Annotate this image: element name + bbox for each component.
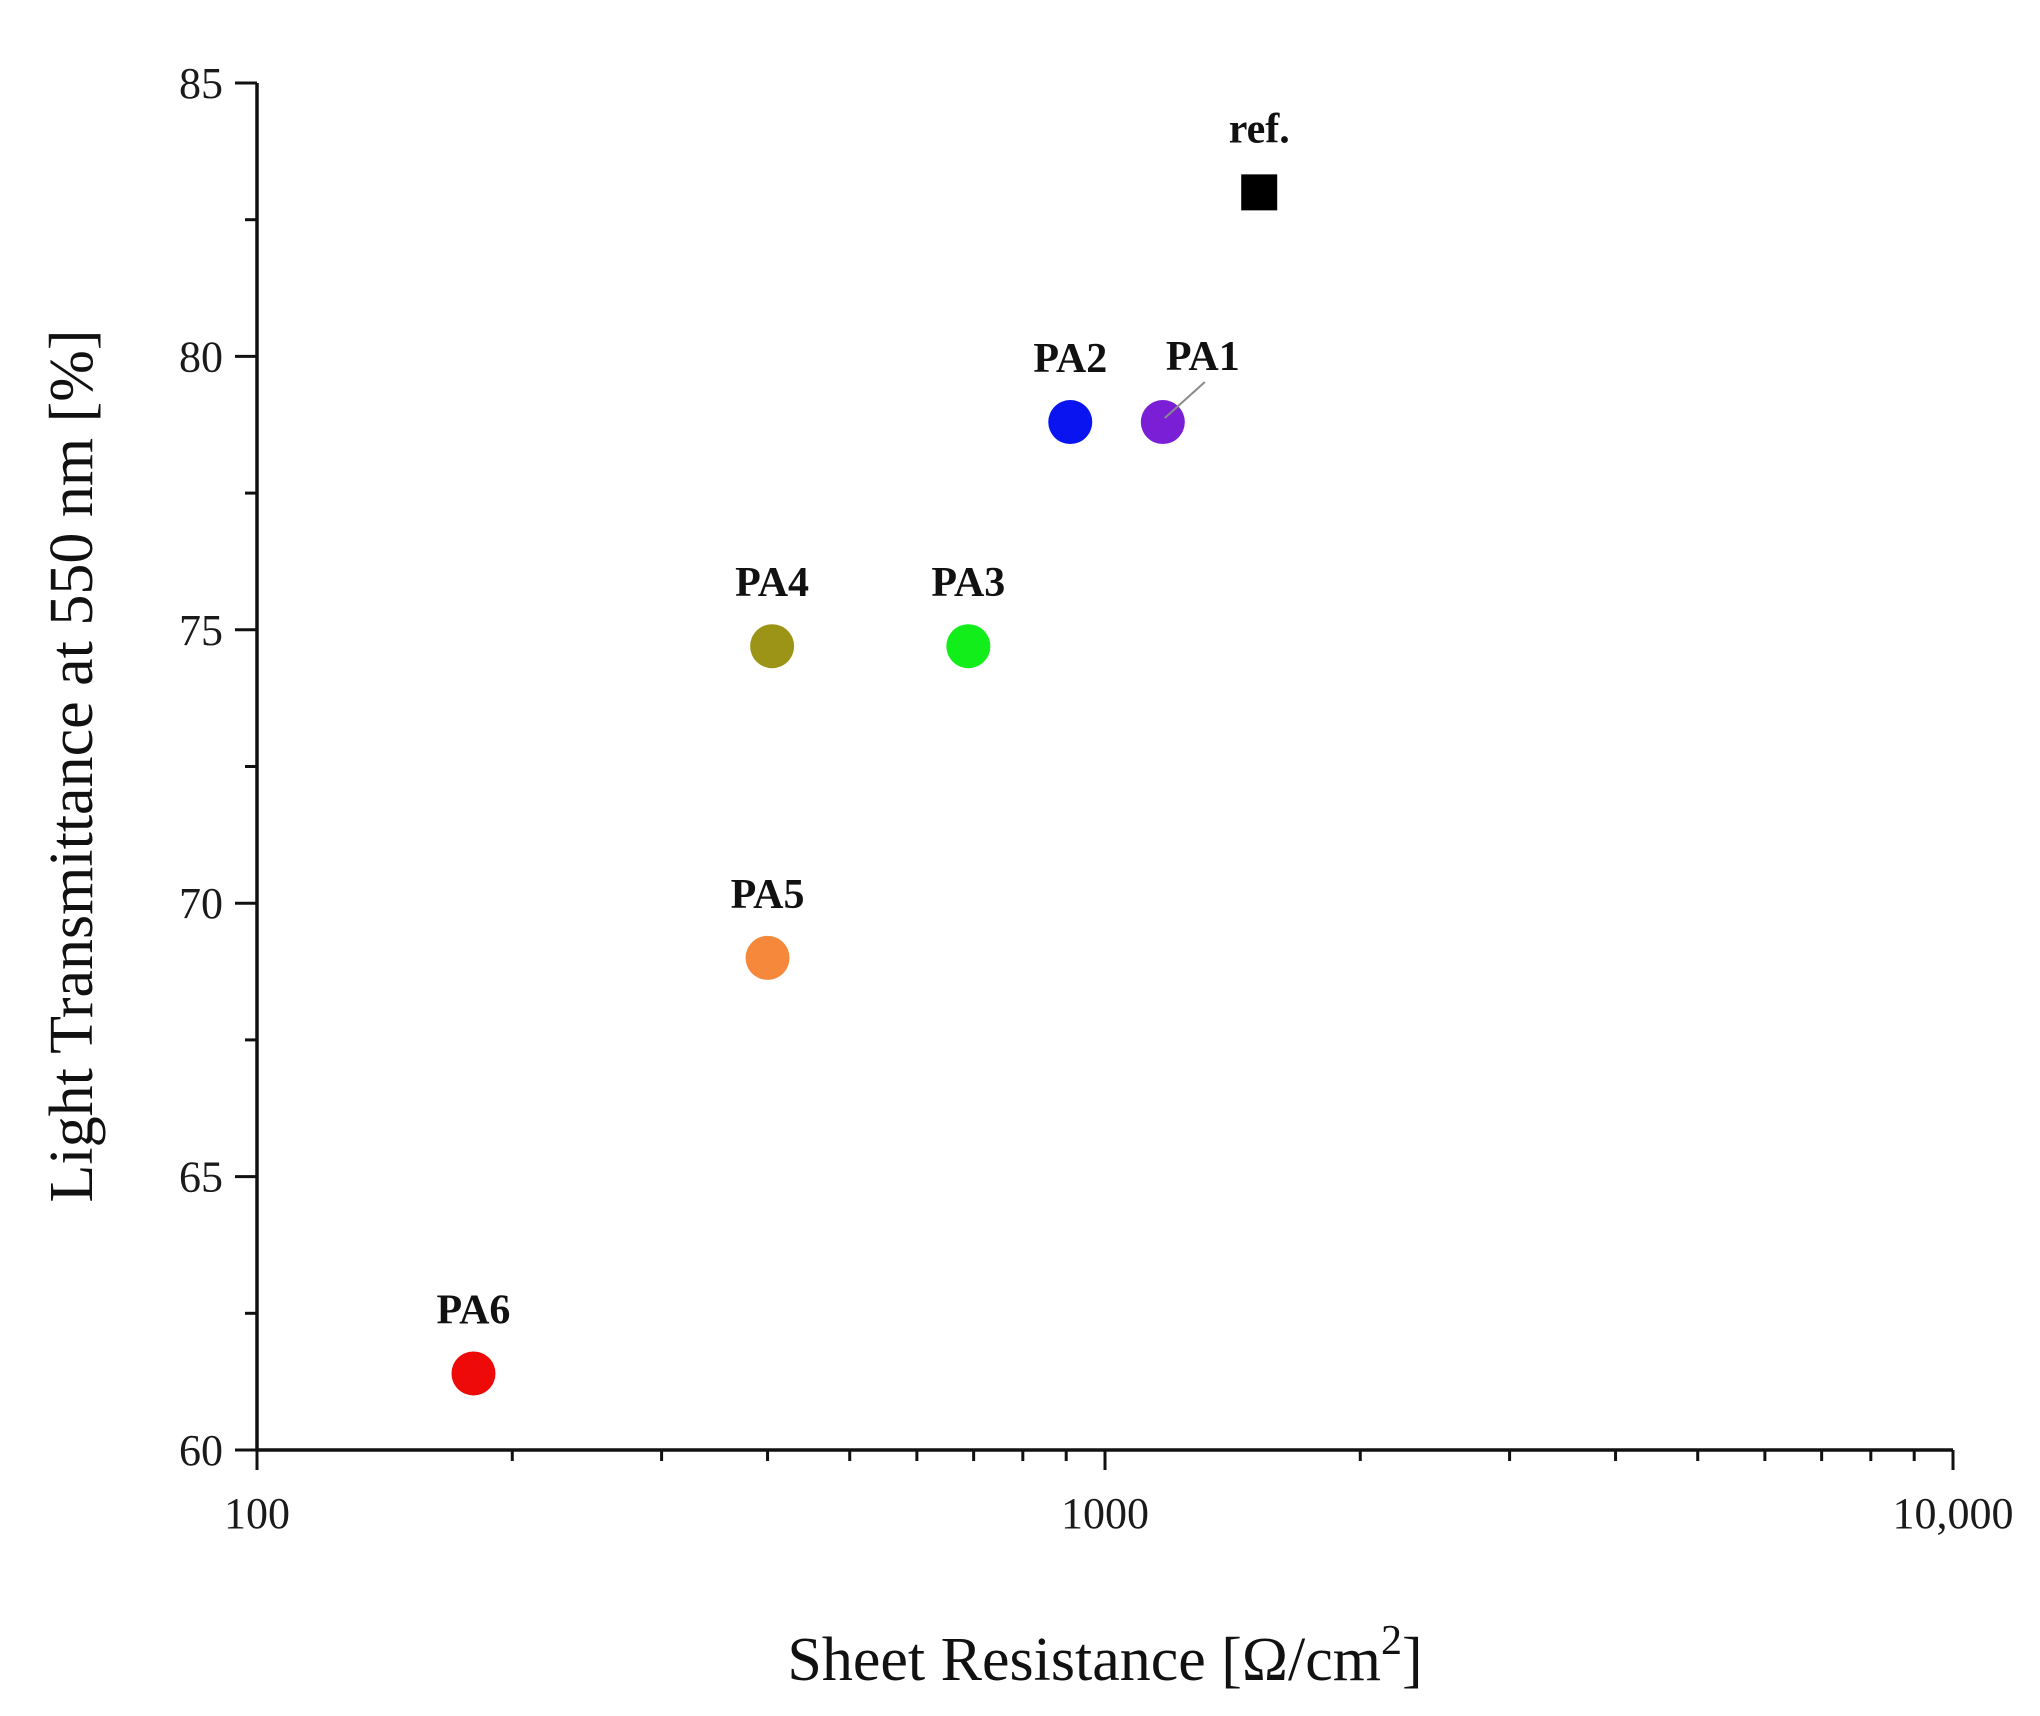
y-tick-label: 60 [179, 1426, 223, 1475]
x-axis-title-suffix: ] [1402, 1626, 1423, 1694]
x-axis-title-superscript: 2 [1381, 1618, 1402, 1664]
x-tick-label: 1000 [1061, 1489, 1149, 1538]
point-label-pa6: PA6 [437, 1287, 511, 1333]
x-ticks: 100 1000 10,000 [224, 1450, 2014, 1538]
point-pa6 [451, 1351, 496, 1396]
y-ticks: 60 65 70 75 80 85 [179, 59, 257, 1475]
y-tick-label: 70 [179, 879, 223, 928]
y-tick-label: 75 [179, 606, 223, 655]
data-points: ref. PA1 PA2 PA3 PA4 PA5 PA6 [437, 106, 1290, 1396]
axes [255, 83, 1953, 1452]
point-label-pa5: PA5 [731, 872, 805, 918]
y-tick-label: 65 [179, 1153, 223, 1202]
x-axis-title-main: Sheet Resistance [Ω/cm [787, 1626, 1381, 1694]
point-label-pa1: PA1 [1166, 334, 1240, 380]
point-pa5 [745, 935, 790, 980]
x-tick-label: 100 [224, 1489, 290, 1538]
point-label-pa4: PA4 [735, 560, 809, 606]
y-tick-label: 80 [179, 332, 223, 381]
x-tick-label: 10,000 [1893, 1489, 2014, 1538]
point-pa4 [750, 624, 795, 669]
point-label-pa2: PA2 [1033, 336, 1107, 382]
label-leader-pa1 [1164, 381, 1206, 419]
point-pa3 [946, 624, 991, 669]
x-axis-title: Sheet Resistance [Ω/cm2] [787, 1618, 1422, 1694]
point-label-pa3: PA3 [931, 560, 1005, 606]
y-tick-label: 85 [179, 59, 223, 108]
y-axis-title: Light Transmittance at 550 nm [%] [38, 329, 106, 1202]
point-pa2 [1048, 400, 1093, 445]
point-ref [1241, 174, 1278, 211]
point-label-ref: ref. [1229, 106, 1290, 152]
